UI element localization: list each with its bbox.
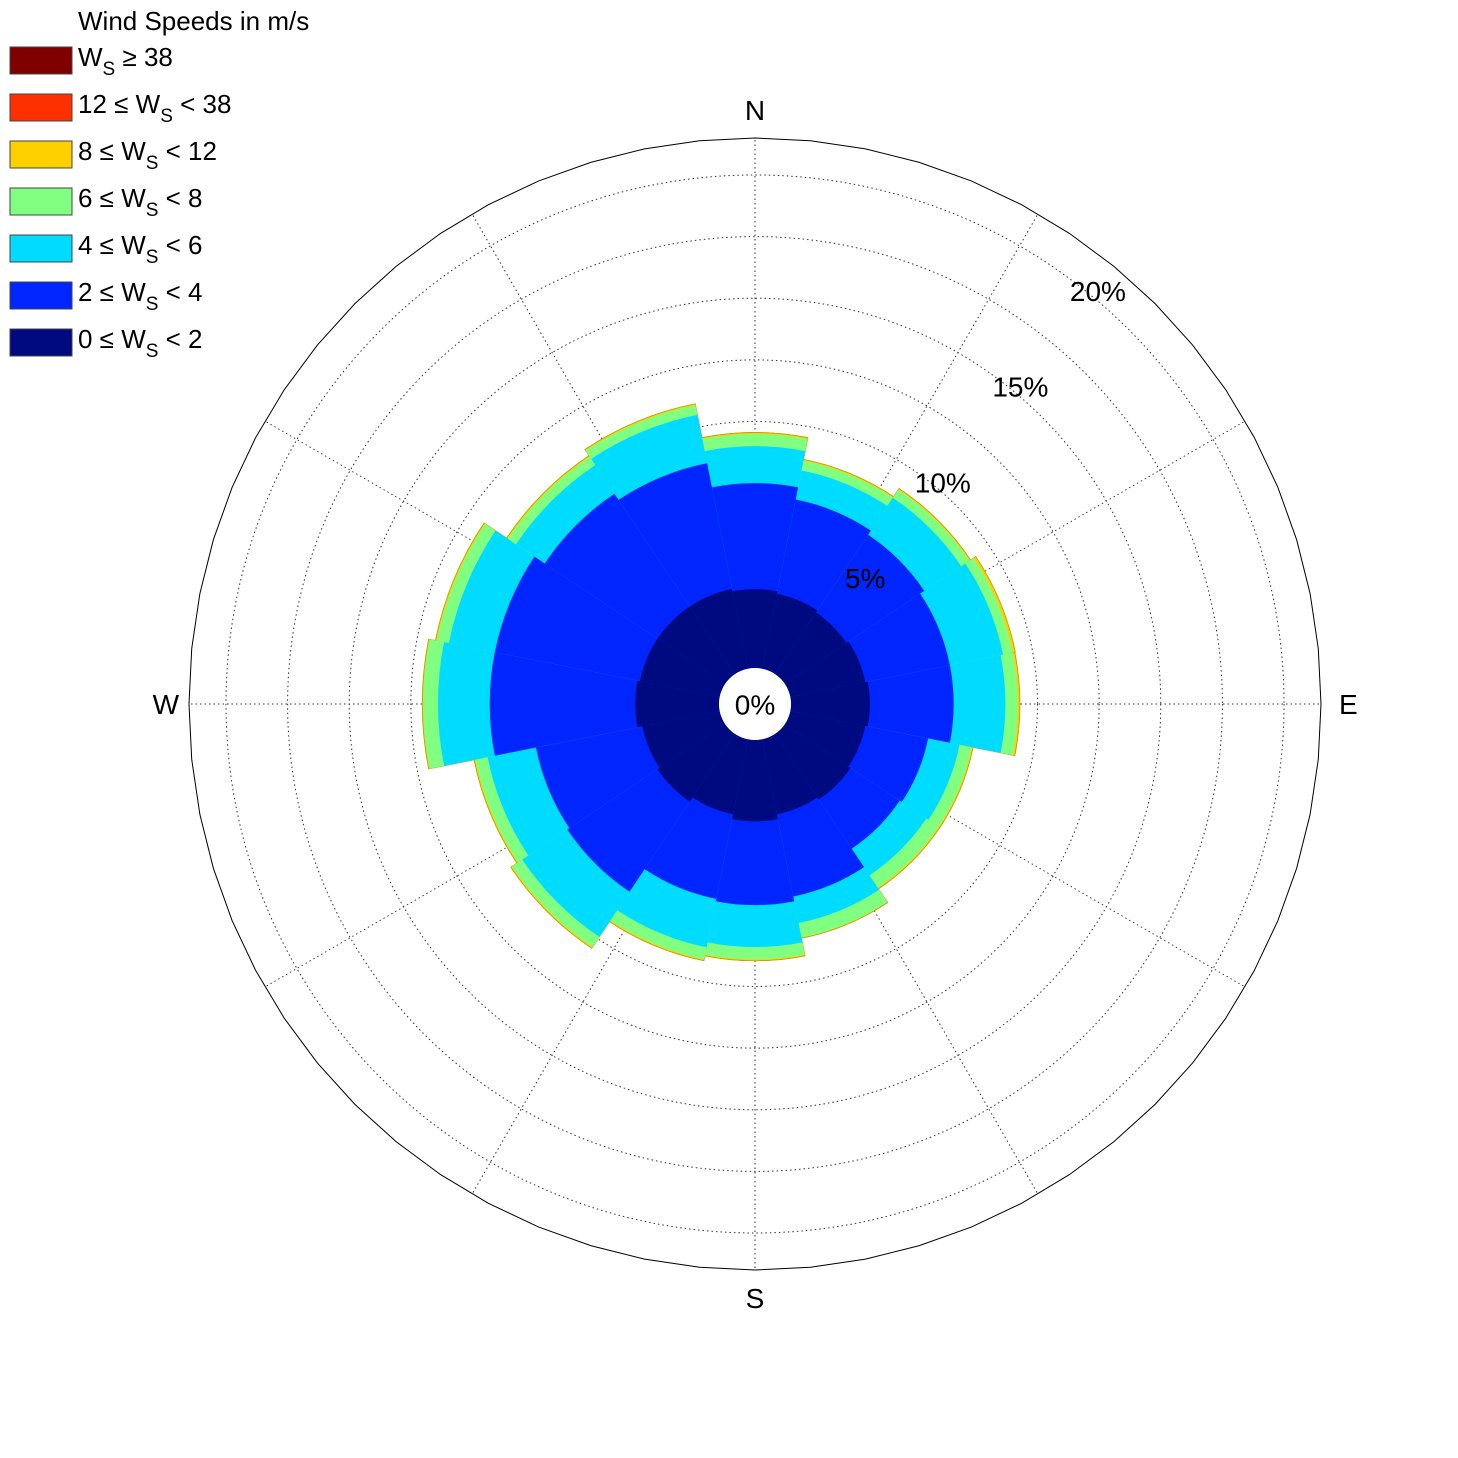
grid-spoke (785, 420, 1246, 687)
center-label: 0% (735, 689, 775, 720)
legend-label: 0 ≤ WS < 2 (78, 324, 203, 362)
grid-spoke (772, 213, 1039, 674)
legend-swatch (9, 281, 73, 310)
ring-label-20: 20% (1070, 276, 1126, 307)
bar-nw-0-2 (657, 606, 735, 684)
legend: Wind Speeds in m/s WS ≥ 38 12 ≤ WS < 38 8 … (9, 6, 309, 362)
bar-ene-0-2 (784, 641, 866, 697)
legend-label: 4 ≤ WS < 6 (78, 230, 203, 268)
outer-circle (188, 137, 1322, 1271)
grid-spoke (264, 420, 725, 687)
bar-n-0-2 (732, 589, 778, 669)
grid-spoke (772, 734, 1039, 1195)
grid-ring (225, 174, 1285, 1234)
bar-w-0-2 (635, 680, 720, 728)
ring-label-5: 5% (845, 563, 885, 594)
center-hole (719, 668, 791, 740)
legend-swatch (9, 234, 73, 263)
legend-label: 12 ≤ WS < 38 (78, 89, 231, 127)
grid-spoke (471, 213, 738, 674)
bar-w-2-4 (489, 652, 720, 756)
bar-sw-0-2 (657, 724, 735, 802)
bar-wnw-0-2 (639, 638, 726, 697)
bar-ese-0-2 (784, 711, 866, 767)
grid-ring (410, 359, 1100, 1049)
compass-label-e: E (1339, 689, 1358, 720)
bar-e-2-4 (790, 665, 954, 743)
axis-labels: 0% N E S W 5% 10% 15% 20% (153, 95, 1358, 1314)
legend-title: Wind Speeds in m/s (78, 6, 309, 36)
legend-label: WS ≥ 38 (78, 42, 173, 80)
legend-label: 2 ≤ WS < 4 (78, 277, 203, 315)
bar-nnw-0-2 (689, 588, 748, 675)
bar-e-0-2 (790, 681, 870, 727)
bar-ne-0-2 (775, 612, 847, 684)
legend-swatch (9, 46, 73, 75)
legend-swatch (9, 187, 73, 216)
bar-nne-0-2 (762, 593, 818, 675)
compass-label-w: W (153, 689, 180, 720)
ring-label-15: 15% (992, 372, 1048, 403)
bar-s-2-4 (715, 739, 795, 906)
compass-label-s: S (746, 1283, 765, 1314)
bar-wsw-0-2 (642, 711, 726, 768)
bar-se-0-2 (775, 724, 851, 800)
legend-label: 6 ≤ WS < 8 (78, 183, 203, 221)
legend-swatch (9, 93, 73, 122)
grid-ring (287, 236, 1223, 1172)
wind-rose-bars (421, 403, 1021, 962)
bar-ssw-0-2 (692, 733, 748, 815)
bar-s-0-2 (732, 739, 778, 822)
grid-spoke (471, 734, 738, 1195)
legend-label: 8 ≤ WS < 12 (78, 136, 217, 174)
compass-label-n: N (745, 95, 765, 126)
grid-spoke (264, 721, 725, 988)
ring-label-10: 10% (915, 467, 971, 498)
bar-n-2-4 (711, 483, 799, 669)
grid-spoke (785, 721, 1246, 988)
legend-swatch (9, 328, 73, 357)
bar-sse-0-2 (762, 733, 818, 815)
legend-swatch (9, 140, 73, 169)
